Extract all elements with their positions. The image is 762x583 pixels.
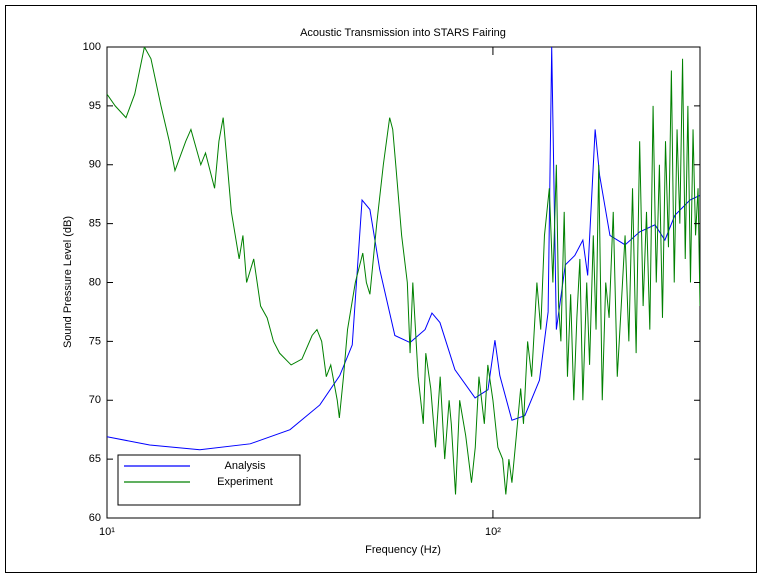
legend-label: Analysis	[225, 460, 266, 472]
legend-box	[117, 454, 301, 506]
x-tick-label: 10¹	[99, 526, 115, 538]
chart-title: Acoustic Transmission into STARS Fairing	[300, 27, 506, 39]
y-tick-label: 90	[89, 159, 101, 171]
x-axis-label: Frequency (Hz)	[365, 544, 441, 556]
y-tick-label: 100	[83, 41, 101, 53]
legend-label: Experiment	[217, 476, 273, 488]
y-tick-label: 70	[89, 394, 101, 406]
x-tick-label: 10²	[485, 526, 501, 538]
y-axis-label: Sound Pressure Level (dB)	[62, 216, 74, 348]
y-tick-label: 75	[89, 335, 101, 347]
plot-area	[106, 46, 701, 519]
series-line	[107, 47, 700, 495]
y-tick-label: 65	[89, 453, 101, 465]
plot-lines	[107, 47, 700, 495]
y-tick-label: 60	[89, 512, 101, 524]
y-tick-label: 80	[89, 276, 101, 288]
y-tick-label: 95	[89, 100, 101, 112]
figure-border	[5, 5, 757, 573]
series-line	[107, 47, 700, 451]
y-tick-label: 85	[89, 218, 101, 230]
